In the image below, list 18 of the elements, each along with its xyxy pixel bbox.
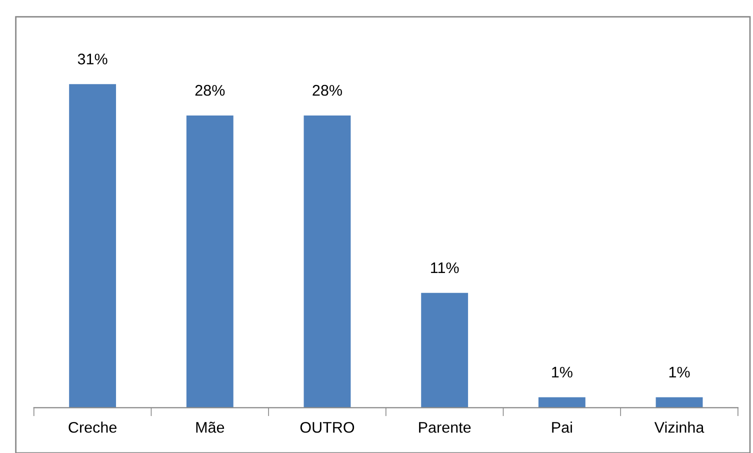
bar: [186, 115, 234, 408]
bar: [538, 397, 586, 408]
data-label: 28%: [312, 84, 342, 96]
x-tick-label: Parente: [419, 422, 471, 433]
x-tick-label: Mãe: [196, 422, 224, 433]
data-label: 31%: [78, 54, 108, 64]
data-label: 28%: [195, 84, 225, 96]
bar: [421, 292, 468, 408]
bar: [304, 115, 351, 408]
data-label: 1%: [552, 366, 572, 378]
x-tick-label: OUTRO: [300, 422, 354, 433]
x-tick-label: Vizinha: [654, 422, 704, 433]
x-tick-label: Creche: [68, 422, 117, 433]
x-tick-label: Pai: [552, 422, 572, 433]
bar: [69, 84, 116, 408]
data-label: 11%: [431, 262, 459, 274]
bar: [656, 397, 703, 408]
data-label: 1%: [669, 366, 690, 378]
